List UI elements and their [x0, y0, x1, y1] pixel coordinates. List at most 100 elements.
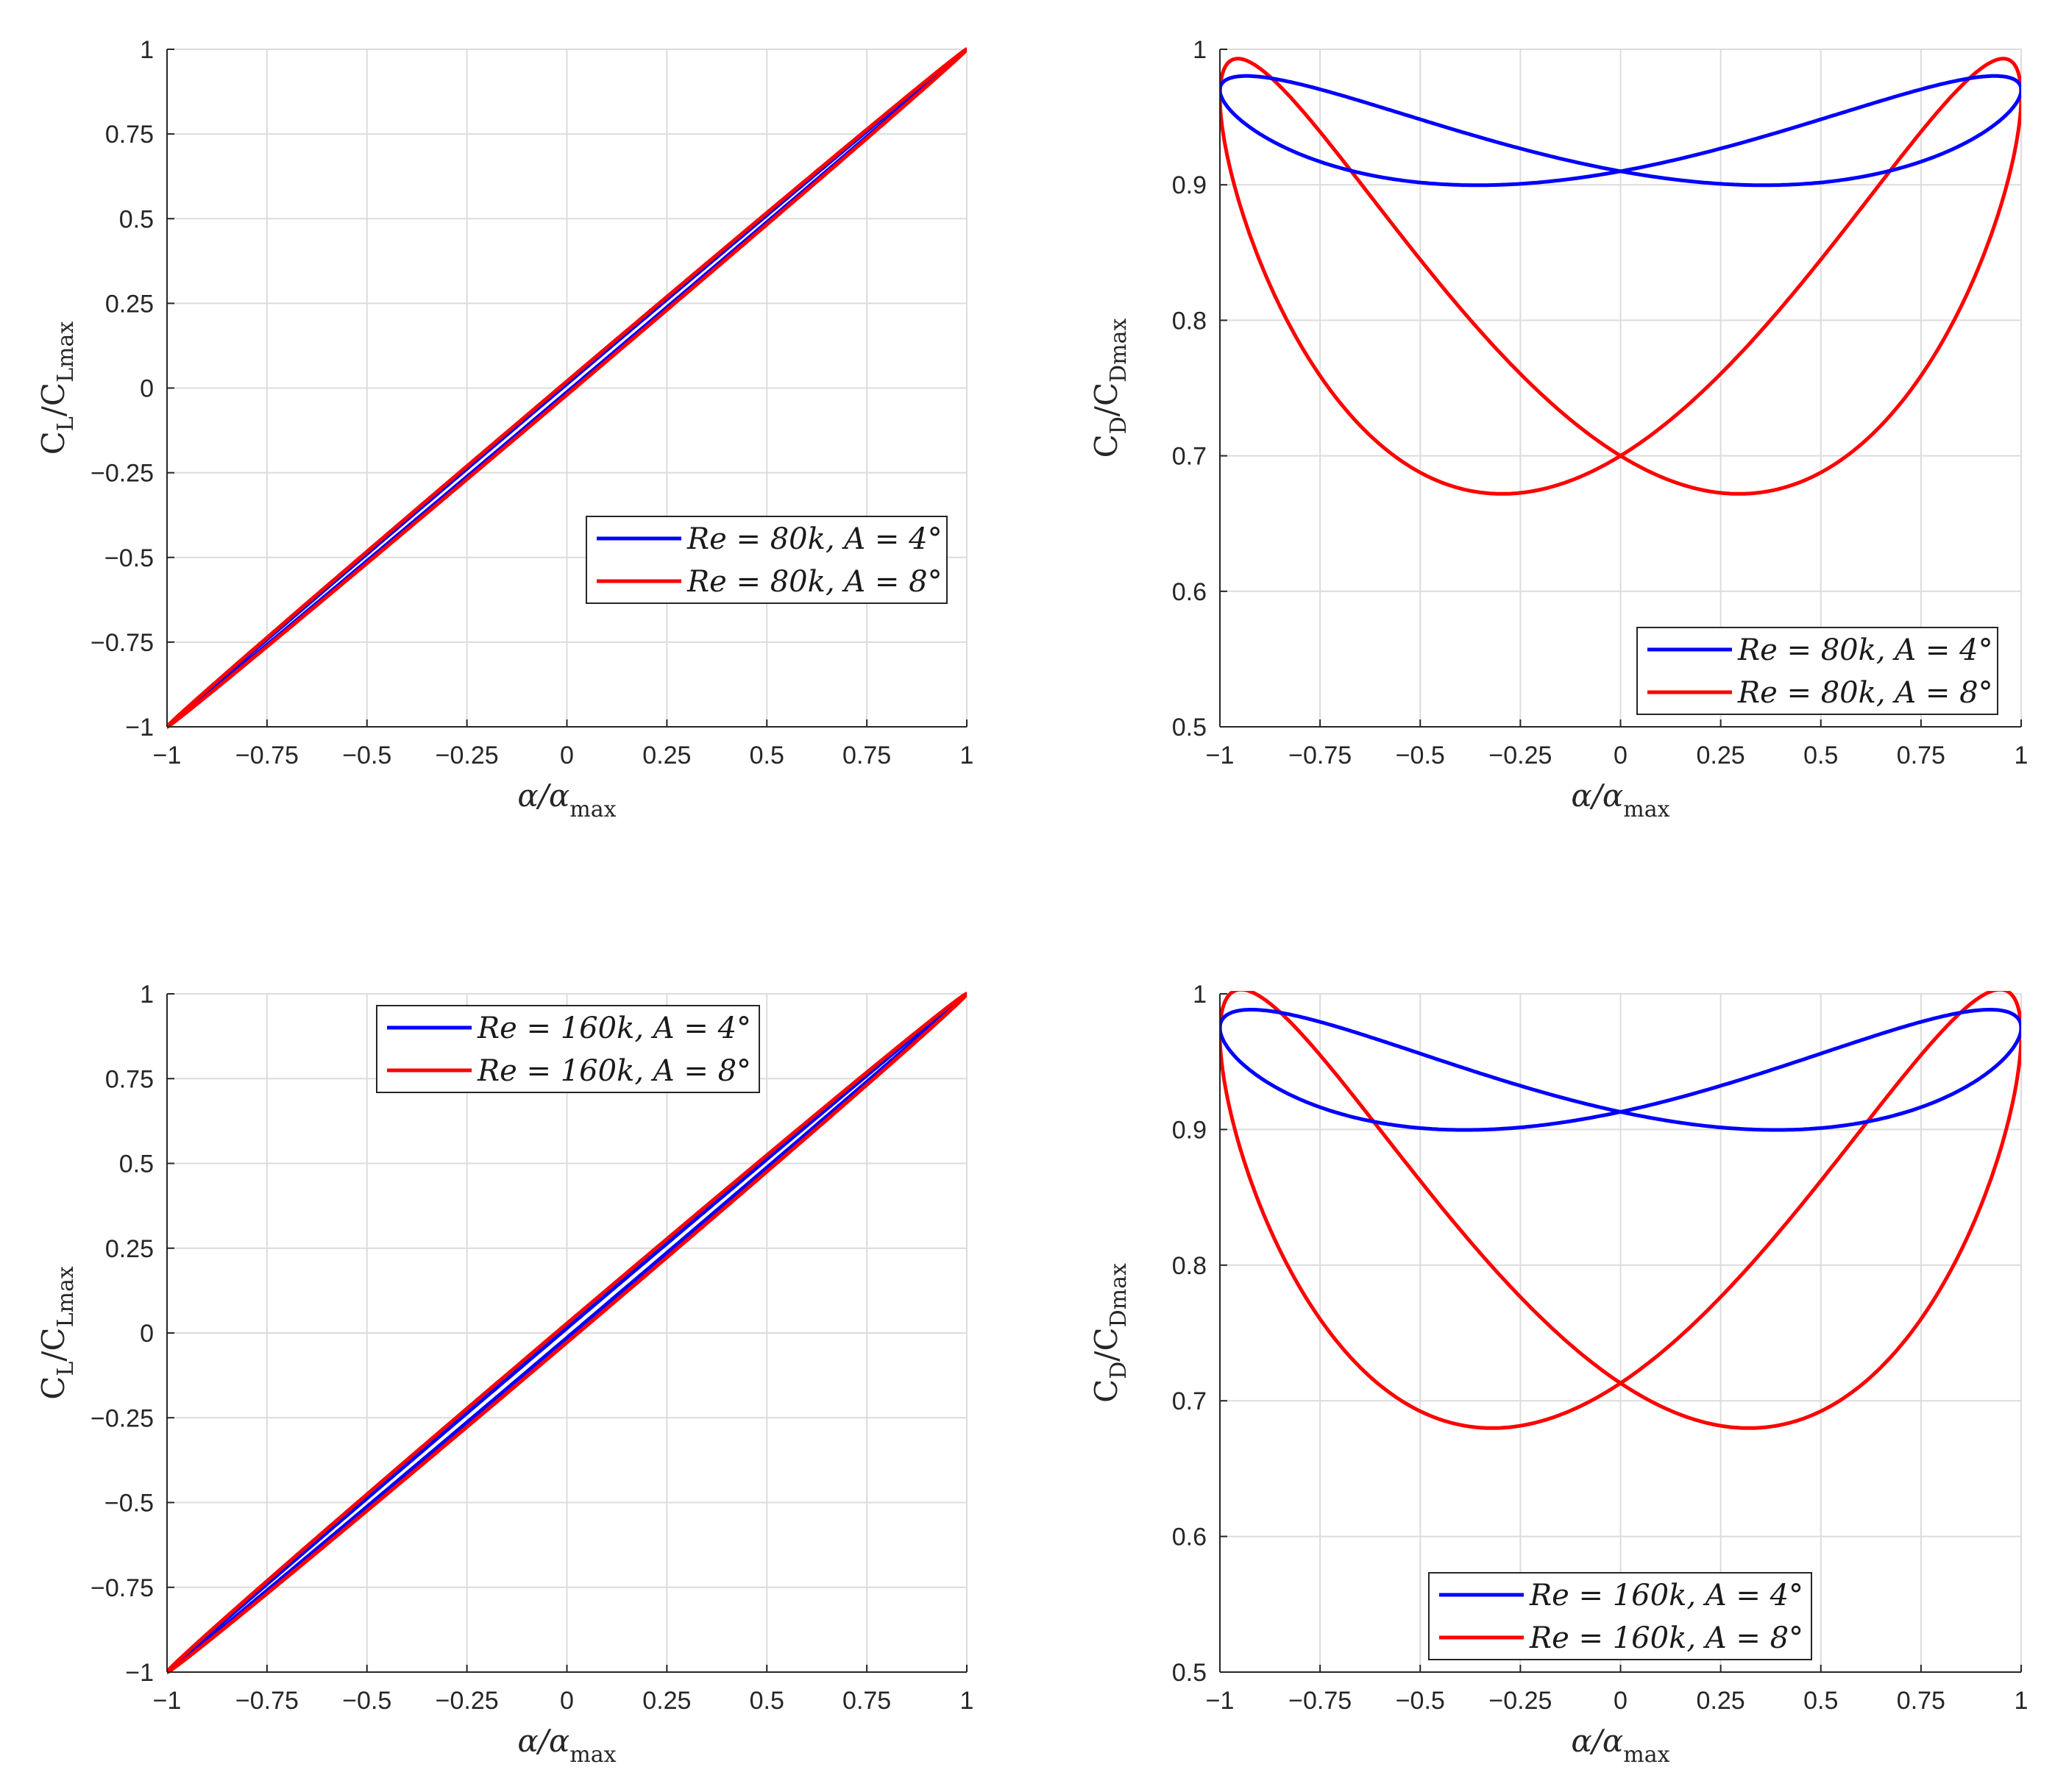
series-line-1 — [1220, 1008, 2021, 1132]
x-tick-label: 1 — [960, 1687, 974, 1715]
legend-label: Re = 160k, A = 8° — [477, 1054, 751, 1088]
y-tick-label: 0.5 — [1172, 714, 1207, 742]
x-axis-label: α/αmax — [517, 778, 616, 822]
series-line-2 — [167, 47, 967, 729]
legend-label: Re = 160k, A = 4° — [477, 1011, 751, 1045]
y-tick-label: 1 — [1193, 36, 1207, 64]
series-line-1 — [1220, 74, 2021, 188]
y-tick-label: −0.25 — [90, 1404, 154, 1432]
x-tick-label: 0.5 — [1803, 1687, 1838, 1715]
y-tick-label: 0.25 — [105, 1235, 154, 1263]
legend-box — [586, 516, 948, 604]
y-axis-label: CD/CDmax — [1088, 319, 1132, 458]
x-axis-label: α/αmax — [517, 1723, 616, 1768]
x-tick-label: −0.25 — [1488, 742, 1552, 769]
y-tick-label: 0.6 — [1172, 1523, 1207, 1551]
series-group — [1220, 991, 2021, 1430]
y-tick-label: 0.75 — [105, 121, 154, 149]
series-line-1 — [167, 992, 967, 1674]
x-tick-label: 0.25 — [642, 1687, 691, 1715]
x-tick-label: −0.5 — [342, 1687, 391, 1715]
y-tick-label: −0.5 — [104, 544, 154, 572]
x-tick-label: −0.75 — [235, 1687, 299, 1715]
x-tick-label: 0.25 — [1697, 742, 1745, 769]
x-tick-label: 0.25 — [1697, 1687, 1745, 1715]
x-tick-label: −1 — [153, 742, 182, 769]
x-tick-label: 0.5 — [750, 742, 784, 769]
chart-bottom-left: −1 −0.75 −0.5 −0.25 0 0.25 0.5 0.75 1 −1 −0.75 −0.5… — [35, 981, 973, 1768]
y-axis-label: CL/CLmax — [35, 1266, 79, 1400]
series-line-2 — [167, 992, 967, 1674]
x-tick-label: 1 — [2015, 742, 2029, 769]
y-tick-label: 0.5 — [1172, 1659, 1207, 1687]
legend: Re = 160k, A = 4° Re = 160k, A = 8° — [1428, 1572, 1812, 1660]
series-line-2 — [1220, 57, 2021, 496]
x-tick-label: −0.25 — [436, 1687, 499, 1715]
y-tick-label: 0.8 — [1172, 1252, 1207, 1280]
x-tick-label: −1 — [1206, 1687, 1235, 1715]
x-tick-label: 0.5 — [1803, 742, 1838, 769]
x-tick-label: 0.75 — [842, 742, 891, 769]
legend-label: Re = 80k, A = 4° — [1737, 633, 1993, 667]
y-tick-label: 0.7 — [1172, 443, 1207, 471]
x-tick-label: −0.5 — [1396, 742, 1445, 769]
legend-label: Re = 160k, A = 8° — [1529, 1621, 1803, 1655]
y-tick-label: 0 — [140, 1320, 154, 1348]
x-axis-label: α/αmax — [1571, 1723, 1669, 1768]
x-tick-label: −0.25 — [436, 742, 499, 769]
legend-box — [1636, 627, 1998, 715]
y-tick-label: 0.75 — [105, 1065, 154, 1093]
x-tick-label: −1 — [1206, 742, 1235, 769]
series-line-2 — [1220, 991, 2021, 1430]
chart-bottom-right: −1 −0.75 −0.5 −0.25 0 0.25 0.5 0.75 1 0.5 0.6 0.7 0.… — [1088, 981, 2028, 1768]
x-tick-label: −0.5 — [342, 742, 391, 769]
legend-label: Re = 80k, A = 4° — [686, 522, 943, 556]
x-tick-label: 1 — [960, 742, 974, 769]
y-tick-label: −0.75 — [90, 1574, 154, 1602]
chart-top-right: −1 −0.75 −0.5 −0.25 0 0.25 0.5 0.75 1 0.5 0.6 0.7 0.… — [1088, 36, 2028, 822]
y-tick-label: 1 — [1193, 981, 1207, 1009]
legend-label: Re = 80k, A = 8° — [686, 565, 943, 599]
y-tick-label: 0.9 — [1172, 1116, 1207, 1144]
x-tick-label: −0.75 — [235, 742, 299, 769]
x-tick-label: −0.5 — [1396, 1687, 1445, 1715]
y-axis-label: CD/CDmax — [1088, 1263, 1132, 1403]
series-group — [167, 992, 967, 1674]
legend: Re = 160k, A = 4° Re = 160k, A = 8° — [376, 1005, 760, 1093]
x-tick-label: 0 — [560, 1687, 574, 1715]
chart-top-left: −1 −0.75 −0.5 −0.25 0 0.25 0.5 0.75 1 −1 −0.75 −0.5… — [35, 36, 973, 822]
y-tick-label: −0.5 — [104, 1490, 154, 1518]
x-tick-label: −0.25 — [1488, 1687, 1552, 1715]
x-tick-label: −0.75 — [1288, 742, 1352, 769]
x-tick-label: −0.75 — [1288, 1687, 1352, 1715]
y-tick-label: 0.5 — [119, 1151, 154, 1178]
series-group — [1220, 57, 2021, 496]
x-tick-label: 0 — [560, 742, 574, 769]
legend: Re = 80k, A = 4° Re = 80k, A = 8° — [1636, 627, 1998, 715]
y-tick-label: 0.9 — [1172, 171, 1207, 199]
y-tick-label: 0.5 — [119, 205, 154, 233]
y-tick-label: −0.75 — [90, 629, 154, 657]
x-tick-label: 0.75 — [842, 1687, 891, 1715]
legend-box — [1428, 1572, 1812, 1660]
y-tick-label: −1 — [125, 714, 154, 742]
x-axis-label: α/αmax — [1571, 778, 1669, 822]
y-tick-label: 0.25 — [105, 290, 154, 318]
y-tick-label: 1 — [140, 36, 154, 64]
series-group — [167, 47, 967, 729]
legend-label: Re = 80k, A = 8° — [1737, 676, 1993, 710]
y-tick-label: 0.6 — [1172, 578, 1207, 606]
legend: Re = 80k, A = 4° Re = 80k, A = 8° — [586, 516, 948, 604]
x-tick-label: 0.25 — [642, 742, 691, 769]
x-tick-label: −1 — [153, 1687, 182, 1715]
y-tick-label: −1 — [125, 1659, 154, 1687]
y-tick-label: −0.25 — [90, 460, 154, 488]
x-tick-label: 0.5 — [750, 1687, 784, 1715]
y-tick-label: 0 — [140, 375, 154, 403]
y-tick-label: 1 — [140, 981, 154, 1009]
x-tick-label: 0.75 — [1897, 1687, 1945, 1715]
x-tick-label: 0 — [1614, 742, 1628, 769]
x-tick-label: 0 — [1614, 1687, 1628, 1715]
legend-box — [376, 1005, 760, 1093]
